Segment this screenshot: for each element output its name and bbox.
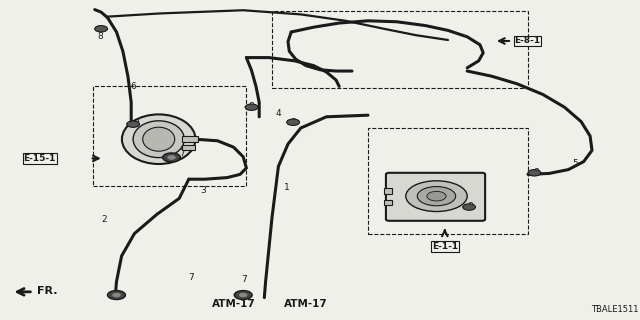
Text: 7: 7 <box>188 273 193 282</box>
Circle shape <box>163 153 180 162</box>
Circle shape <box>95 26 108 32</box>
Text: 8: 8 <box>134 119 139 128</box>
Text: E-8-1: E-8-1 <box>515 36 541 45</box>
Text: 8: 8 <box>291 118 296 127</box>
Circle shape <box>127 121 140 127</box>
Circle shape <box>406 181 467 212</box>
Circle shape <box>245 104 258 110</box>
Text: ATM-17: ATM-17 <box>284 299 328 309</box>
Text: TBALE1511: TBALE1511 <box>591 305 639 314</box>
Ellipse shape <box>133 121 184 158</box>
Text: FR.: FR. <box>37 286 58 296</box>
Text: E-1-1: E-1-1 <box>432 242 458 251</box>
Ellipse shape <box>143 127 175 151</box>
Bar <box>384 200 392 205</box>
Circle shape <box>463 204 476 210</box>
Text: E-15-1: E-15-1 <box>24 154 56 163</box>
Bar <box>384 188 392 194</box>
Text: 6: 6 <box>131 82 136 91</box>
Text: 8: 8 <box>534 168 539 177</box>
Text: 5: 5 <box>572 159 577 168</box>
Text: 8: 8 <box>248 102 253 111</box>
Ellipse shape <box>122 115 196 164</box>
Text: 1: 1 <box>284 183 289 192</box>
Text: ATM-17: ATM-17 <box>212 299 255 309</box>
Bar <box>93 86 246 186</box>
Circle shape <box>113 293 120 297</box>
Bar <box>182 145 195 150</box>
Circle shape <box>528 170 541 176</box>
Bar <box>272 11 528 88</box>
Text: 8: 8 <box>98 32 103 41</box>
Circle shape <box>427 191 446 201</box>
Circle shape <box>287 119 300 125</box>
FancyBboxPatch shape <box>386 173 485 221</box>
Circle shape <box>168 156 175 159</box>
Text: 2: 2 <box>101 215 106 224</box>
Bar <box>368 128 528 234</box>
Text: 4: 4 <box>276 109 281 118</box>
Text: 3: 3 <box>201 186 206 195</box>
Text: 7: 7 <box>242 275 247 284</box>
Circle shape <box>234 291 252 300</box>
Circle shape <box>417 187 456 206</box>
Circle shape <box>108 291 125 300</box>
Text: 7: 7 <box>180 149 185 158</box>
Text: 8: 8 <box>468 202 473 211</box>
Bar <box>182 136 198 142</box>
Circle shape <box>239 293 247 297</box>
